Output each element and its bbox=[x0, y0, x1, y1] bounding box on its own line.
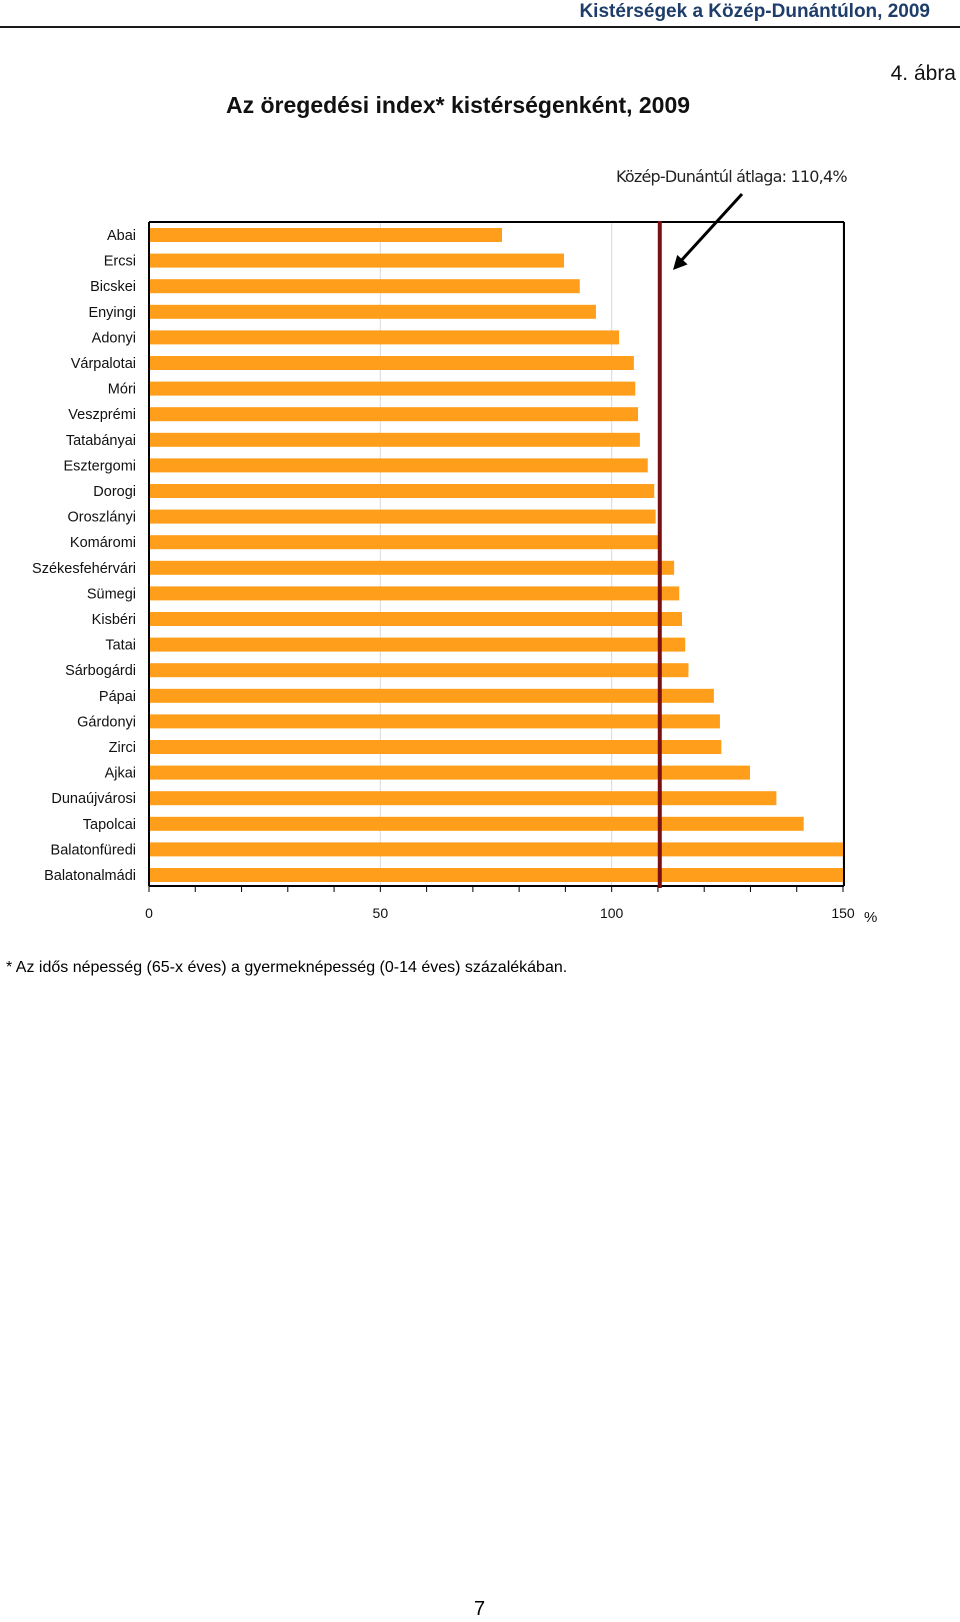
category-label: Balatonalmádi bbox=[44, 868, 136, 884]
bar bbox=[150, 740, 722, 754]
category-label: Tatabányai bbox=[66, 433, 136, 449]
x-axis-unit-label: % bbox=[864, 909, 877, 926]
category-label: Kisbéri bbox=[92, 612, 136, 628]
x-tick-label: 50 bbox=[373, 905, 389, 921]
bar bbox=[150, 458, 648, 473]
category-label: Ajkai bbox=[105, 766, 136, 782]
category-label: Székesfehérvári bbox=[32, 561, 136, 577]
page-number: 7 bbox=[474, 1598, 486, 1620]
bar bbox=[150, 663, 689, 678]
bar bbox=[150, 432, 640, 447]
category-label: Pápai bbox=[99, 689, 136, 705]
x-tick-label: 100 bbox=[600, 905, 624, 921]
category-label: Dorogi bbox=[93, 484, 136, 500]
bar bbox=[150, 304, 596, 319]
category-label: Komáromi bbox=[70, 535, 136, 551]
category-label: Oroszlányi bbox=[68, 510, 137, 526]
category-label: Tatai bbox=[105, 638, 136, 654]
bar bbox=[150, 816, 804, 831]
bar bbox=[150, 868, 843, 882]
bar-chart: Abai Ercsi Bicskei Enyingi Adonyi Várpalotai M… bbox=[32, 192, 877, 926]
bar bbox=[150, 228, 503, 242]
average-arrow-head bbox=[673, 254, 688, 270]
category-label: Adonyi bbox=[92, 330, 136, 346]
category-label: Gárdonyi bbox=[77, 714, 136, 730]
bar bbox=[150, 586, 680, 601]
x-tick-label: 150 bbox=[831, 905, 855, 921]
bar bbox=[150, 535, 660, 550]
average-arrow-shaft bbox=[677, 192, 744, 265]
category-label: Enyingi bbox=[88, 305, 136, 321]
category-label: Balatonfüredi bbox=[51, 842, 136, 858]
header-rule bbox=[0, 26, 960, 28]
bar bbox=[150, 842, 843, 857]
category-label: Abai bbox=[107, 228, 136, 244]
bar bbox=[150, 791, 777, 806]
bar bbox=[150, 714, 720, 729]
bar bbox=[150, 356, 634, 370]
bar bbox=[150, 330, 620, 345]
bar bbox=[150, 637, 686, 652]
bar bbox=[150, 279, 580, 294]
category-label: Veszprémi bbox=[68, 407, 136, 423]
x-tick-label: 0 bbox=[145, 905, 153, 921]
category-label: Tapolcai bbox=[83, 817, 136, 833]
bar bbox=[150, 484, 655, 498]
bar bbox=[150, 765, 751, 780]
category-label: Sárbogárdi bbox=[65, 663, 136, 679]
figure-number: 4. ábra bbox=[890, 62, 956, 85]
category-label: Sümegi bbox=[87, 586, 136, 602]
bar bbox=[150, 560, 675, 575]
bar bbox=[150, 612, 682, 626]
footnote: * Az idős népesség (65-x éves) a gyermek… bbox=[6, 959, 568, 976]
category-label: Esztergomi bbox=[63, 458, 136, 474]
chart-title: Az öregedési index* kistérségenként, 200… bbox=[226, 92, 691, 118]
category-label: Ercsi bbox=[104, 254, 136, 270]
bar bbox=[150, 509, 656, 524]
bar bbox=[150, 688, 714, 703]
category-label: Bicskei bbox=[90, 279, 136, 295]
bar bbox=[150, 253, 565, 268]
category-label: Móri bbox=[108, 382, 136, 398]
category-label: Várpalotai bbox=[71, 356, 136, 372]
page-header-title: Kistérségek a Közép-Dunántúlon, 2009 bbox=[579, 1, 930, 22]
bar bbox=[150, 407, 639, 422]
bar bbox=[150, 381, 636, 396]
category-label: Dunaújvárosi bbox=[51, 791, 136, 807]
category-label: Zirci bbox=[109, 740, 136, 756]
average-annotation-label: Közép-Dunántúl átlaga: 110,4% bbox=[616, 167, 848, 186]
